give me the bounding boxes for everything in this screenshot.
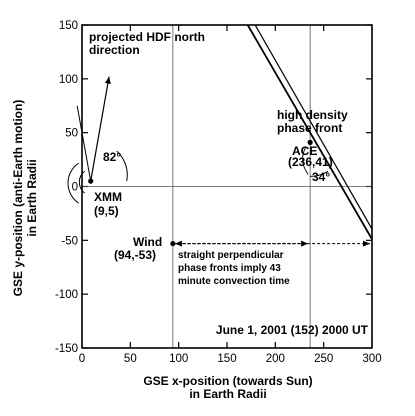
spacecraft-marker: [170, 240, 176, 247]
hdf-secondary-line: [76, 105, 92, 182]
phase-front-label-line1: high density: [277, 108, 348, 122]
x-tick-label: 200: [266, 353, 285, 365]
phase-front-line: [254, 25, 372, 231]
wind-label: Wind: [133, 235, 162, 249]
hdf-angle-label: 82°: [103, 150, 121, 164]
y-axis-ticks: 150 100 50 0 -50 -100 -150: [55, 20, 372, 355]
spacecraft-marker: [88, 178, 94, 184]
hdf-label-line2: direction: [89, 43, 140, 57]
x-tick-label: 0: [79, 353, 85, 365]
y-axis-label-line2: in Earth Radii: [25, 159, 39, 236]
hdf-direction: [67, 76, 128, 204]
reference-lines: [82, 25, 372, 348]
x-axis-ticks: 0 50 100 150 200 250 300: [79, 25, 382, 365]
x-tick-label: 50: [124, 353, 137, 365]
y-tick-label: -100: [55, 289, 78, 301]
ace-label: ACE: [292, 144, 317, 158]
y-tick-label: 0: [72, 182, 78, 194]
xmm-coords: (9,5): [94, 204, 119, 218]
ace-coords: (236,41): [288, 155, 333, 169]
x-tick-label: 250: [314, 353, 333, 365]
convection-text-line3: minute convection time: [178, 276, 290, 287]
plot-frame: [81, 24, 373, 349]
spacecraft-markers: [88, 139, 313, 247]
y-tick-label: 100: [59, 74, 78, 86]
hdf-angle-arc: [116, 150, 128, 182]
x-tick-label: 100: [169, 353, 188, 365]
y-tick-label: -150: [55, 343, 78, 355]
x-axis-label-line2: in Earth Radii: [189, 387, 266, 401]
phase-front-angle-label: 34°: [312, 170, 330, 184]
x-tick-label: 150: [217, 353, 236, 365]
y-axis-label-line1: GSE y-position (anti-Earth motion): [11, 100, 25, 297]
y-axis-label: GSE y-position (anti-Earth motion) in Ea…: [11, 100, 39, 297]
ace-side-arc: [302, 146, 309, 175]
xmm-arc-large: [67, 162, 79, 204]
phase-front-lines: [246, 25, 372, 241]
hdf-direction-arrow: [90, 76, 111, 182]
phase-front-angle-arc: [310, 170, 329, 177]
convection-text-line1: straight perpendicular: [178, 250, 284, 261]
xmm-arc-small: [78, 170, 86, 194]
phase-front-label-line2: phase front: [277, 121, 342, 135]
footer-date-label: June 1, 2001 (152) 2000 UT: [216, 323, 369, 337]
xmm-label: XMM: [94, 190, 122, 204]
x-axis-label-line1: GSE x-position (towards Sun): [143, 374, 312, 388]
convection-text-line2: phase fronts imply 43: [178, 263, 281, 274]
y-tick-label: 50: [65, 128, 78, 140]
phase-front-line: [246, 25, 372, 241]
wind-coords: (94,-53): [114, 248, 156, 262]
y-tick-label: 150: [59, 20, 78, 32]
spacecraft-marker: [307, 139, 313, 145]
hdf-label-line1: projected HDF north: [89, 30, 205, 44]
x-axis-label: GSE x-position (towards Sun) in Earth Ra…: [143, 374, 312, 401]
x-tick-label: 300: [362, 353, 381, 365]
y-tick-label: -50: [61, 235, 78, 247]
